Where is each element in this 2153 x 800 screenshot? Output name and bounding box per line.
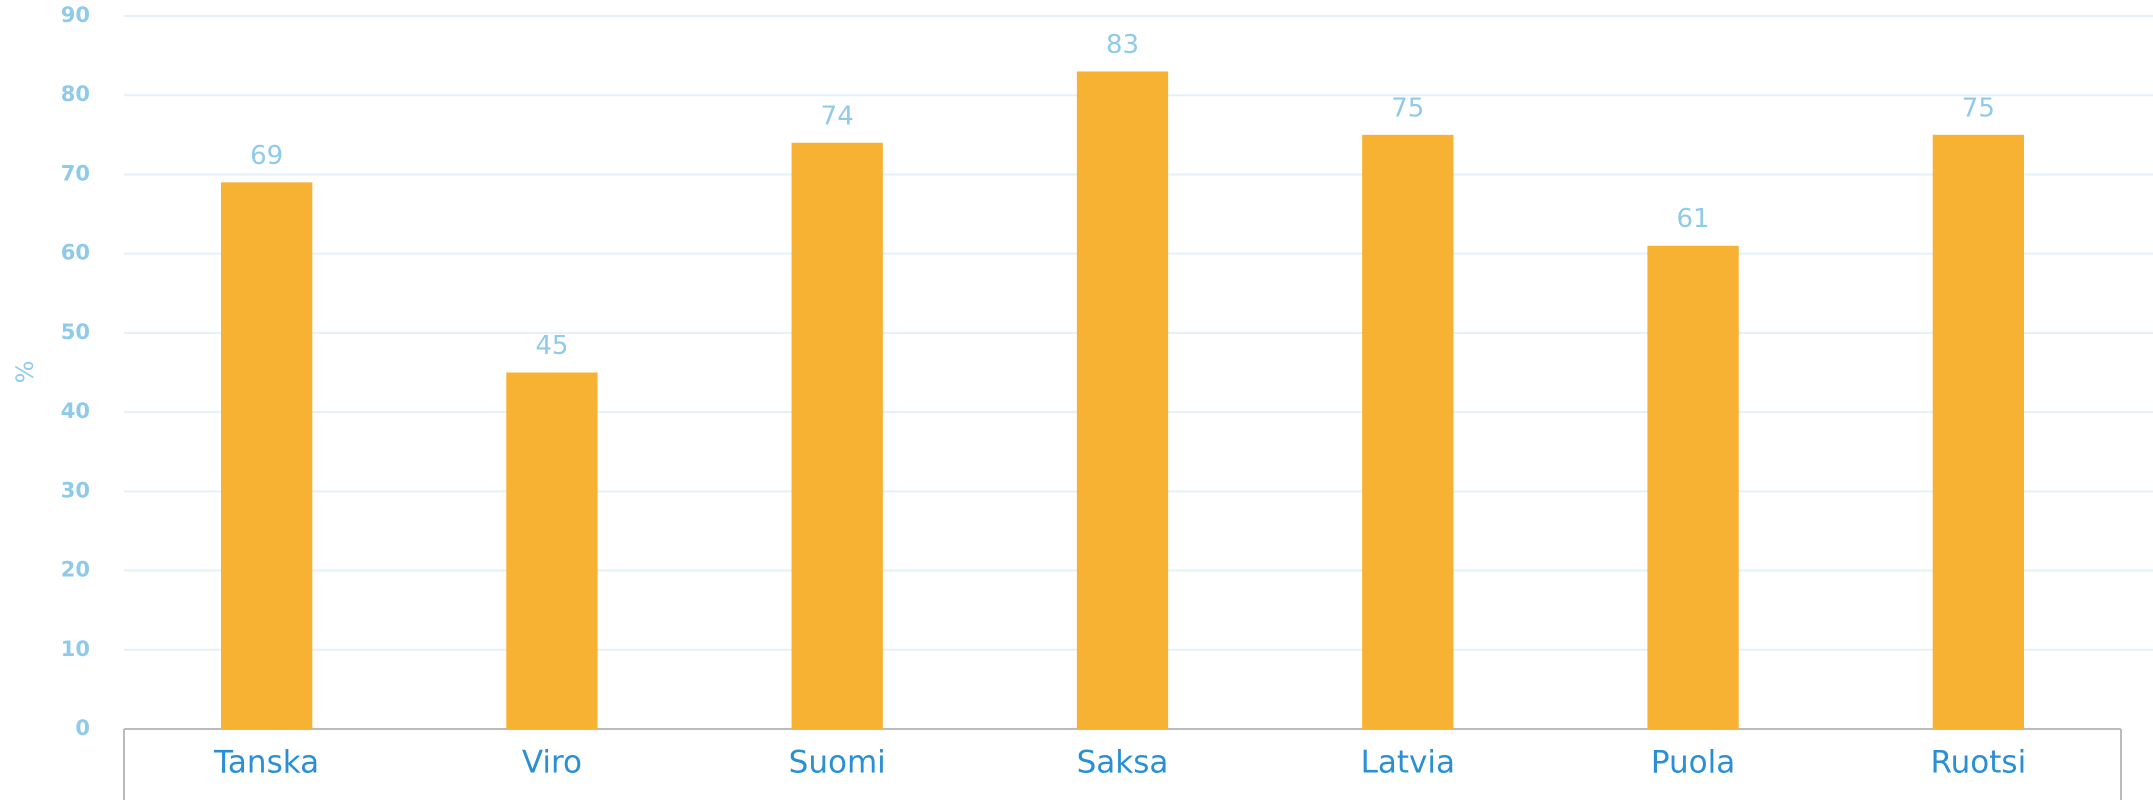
y-tick-label: 30 <box>61 478 90 502</box>
value-label: 75 <box>1962 93 1995 123</box>
x-tick-label: Tanska <box>213 745 319 781</box>
x-tick-label: Ruotsi <box>1931 745 2027 781</box>
bar <box>1932 134 2025 730</box>
y-axis-label: % <box>11 361 39 384</box>
y-tick-label: 40 <box>61 399 90 423</box>
value-label: 75 <box>1391 93 1424 123</box>
bar <box>506 372 598 729</box>
y-tick-label: 50 <box>61 320 90 344</box>
value-label: 45 <box>535 331 568 361</box>
y-tick-label: 80 <box>61 82 90 106</box>
x-tick-label: Suomi <box>789 745 886 781</box>
value-label: 69 <box>250 141 283 171</box>
y-tick-label: 70 <box>61 161 90 185</box>
bar <box>1647 245 1739 729</box>
bar <box>220 182 313 729</box>
value-label: 61 <box>1677 204 1710 234</box>
y-tick-label: 0 <box>75 716 90 740</box>
x-tick-label: Saksa <box>1077 745 1169 781</box>
value-label: 74 <box>821 101 854 131</box>
y-tick-label: 20 <box>61 558 90 582</box>
y-tick-label: 60 <box>61 241 90 265</box>
bar <box>1076 71 1169 729</box>
x-tick-label: Puola <box>1651 745 1735 781</box>
bar <box>791 142 883 729</box>
y-tick-label: 90 <box>61 3 90 27</box>
x-tick-label: Latvia <box>1361 745 1455 781</box>
bar <box>1362 134 1454 730</box>
x-tick-label: Viro <box>522 745 582 781</box>
y-tick-label: 10 <box>61 637 90 661</box>
value-label: 83 <box>1106 30 1139 60</box>
